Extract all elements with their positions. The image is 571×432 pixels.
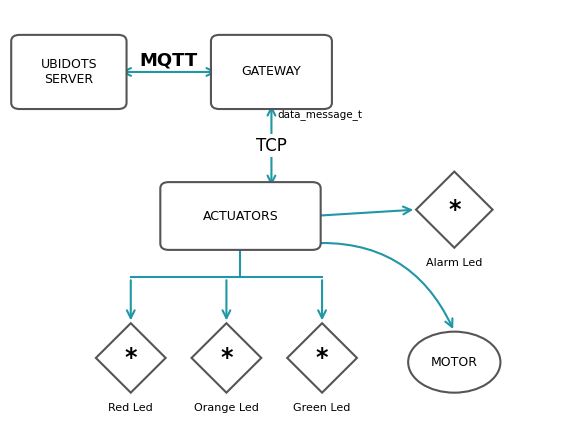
Text: *: *: [124, 346, 137, 370]
FancyBboxPatch shape: [211, 35, 332, 109]
Text: MQTT: MQTT: [140, 52, 198, 70]
Text: ACTUATORS: ACTUATORS: [203, 210, 278, 222]
Text: Orange Led: Orange Led: [194, 403, 259, 413]
Text: TCP: TCP: [256, 137, 287, 155]
Polygon shape: [416, 172, 493, 248]
Polygon shape: [96, 323, 166, 393]
Text: *: *: [220, 346, 232, 370]
Text: Alarm Led: Alarm Led: [426, 258, 482, 268]
FancyBboxPatch shape: [11, 35, 127, 109]
Text: Red Led: Red Led: [108, 403, 153, 413]
Ellipse shape: [408, 332, 500, 393]
Text: UBIDOTS
SERVER: UBIDOTS SERVER: [41, 58, 97, 86]
Text: Green Led: Green Led: [293, 403, 351, 413]
Text: MOTOR: MOTOR: [431, 356, 478, 368]
Text: data_message_t: data_message_t: [277, 109, 362, 120]
Text: *: *: [448, 198, 461, 222]
FancyBboxPatch shape: [160, 182, 321, 250]
Polygon shape: [287, 323, 357, 393]
Text: *: *: [316, 346, 328, 370]
Text: GATEWAY: GATEWAY: [242, 66, 301, 79]
Polygon shape: [191, 323, 262, 393]
